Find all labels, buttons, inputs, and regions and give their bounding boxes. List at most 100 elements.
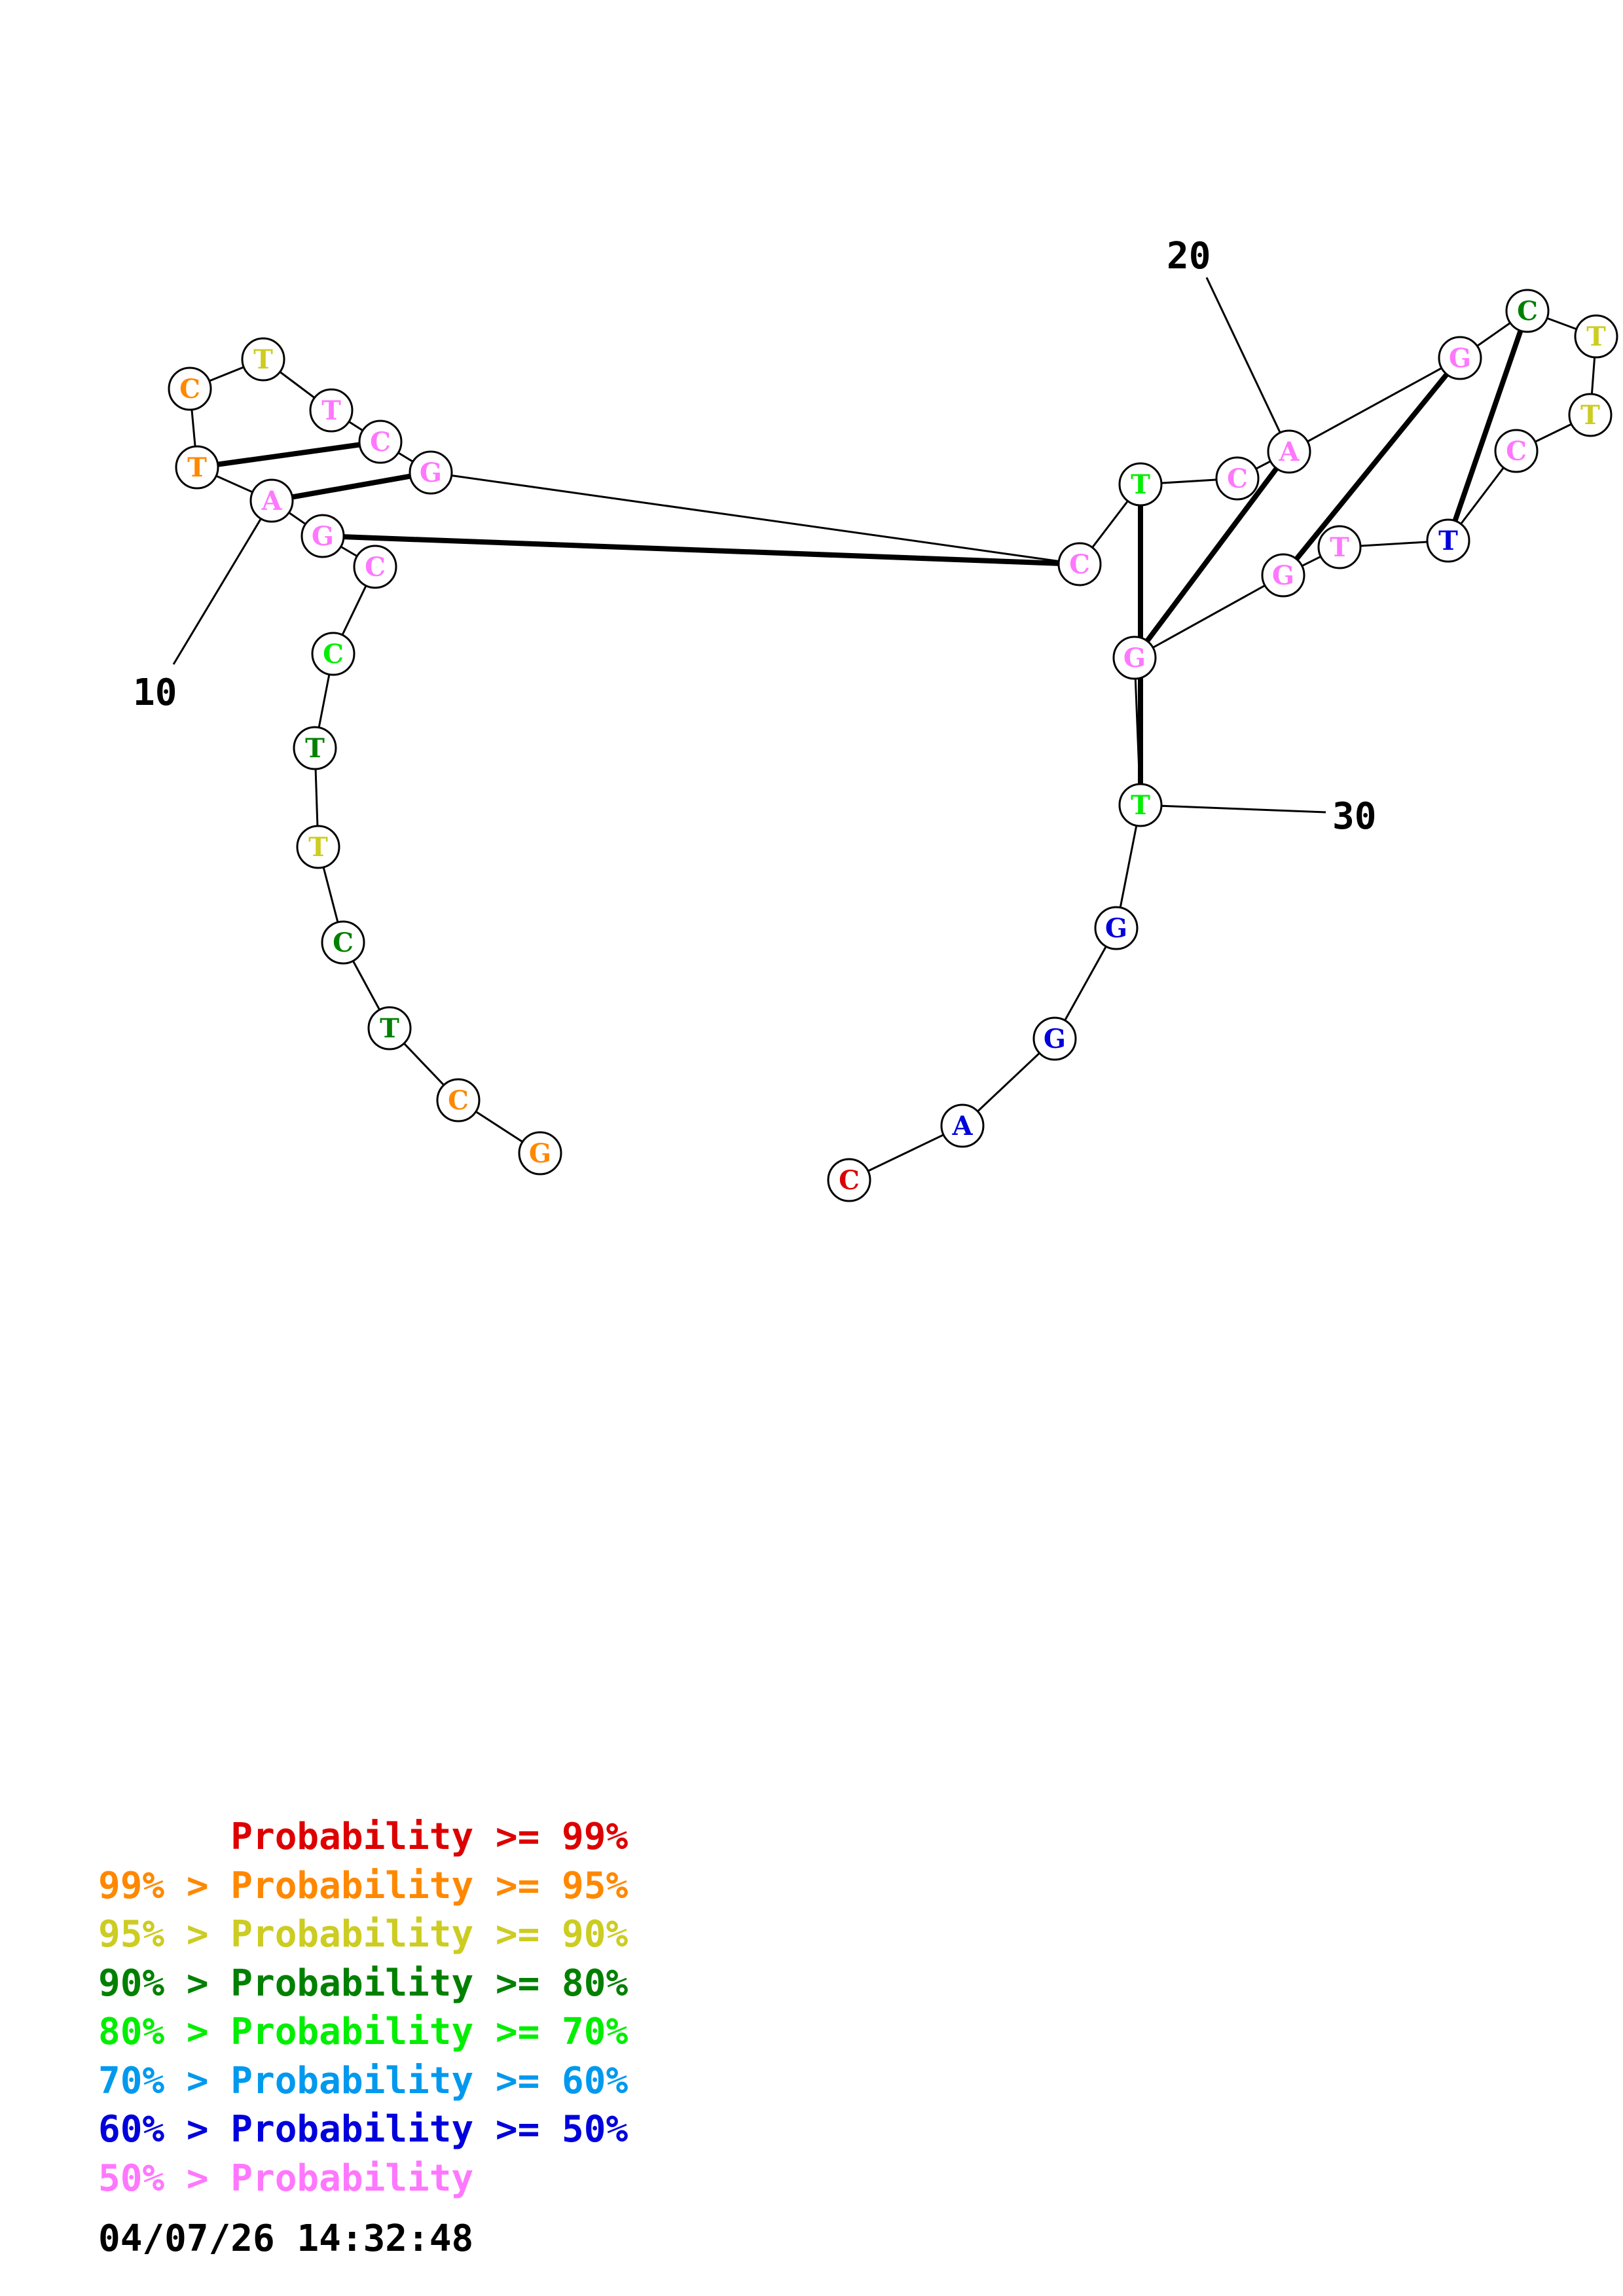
nucleotide-circle xyxy=(1118,462,1163,507)
nucleotide-circle xyxy=(1215,456,1260,501)
number-tick-line xyxy=(1205,277,1290,452)
nucleotide: C xyxy=(311,632,356,676)
base-pair-bond xyxy=(1446,310,1530,542)
nucleotide: G xyxy=(1438,336,1482,380)
nucleotide: T xyxy=(367,1006,412,1050)
nucleotide-circle xyxy=(1438,336,1482,380)
nucleotide-letter: G xyxy=(420,457,442,488)
nucleotide: T xyxy=(296,825,340,869)
base-pair-bond xyxy=(1281,356,1463,577)
nucleotide-letter: C xyxy=(448,1085,469,1116)
nucleotide-circle xyxy=(296,825,340,869)
nucleotide-letter: C xyxy=(1069,549,1090,580)
nucleotide: C xyxy=(321,920,365,965)
base-pair-bond xyxy=(271,470,431,503)
backbone-link xyxy=(1134,574,1284,659)
nucleotide-circle xyxy=(1112,636,1157,680)
nucleotide-circle xyxy=(249,478,294,523)
nucleotide: G xyxy=(1032,1016,1077,1061)
legend-entry: 99% > Probability >= 95% xyxy=(98,1864,629,1907)
nucleotide: T xyxy=(1118,783,1163,827)
nucleotide-circle xyxy=(309,388,354,433)
nucleotide: C xyxy=(1505,289,1550,333)
nucleotide-letter: T xyxy=(1330,532,1349,563)
nucleotide: G xyxy=(409,450,453,495)
legend-entry: 60% > Probability >= 50% xyxy=(98,2108,629,2151)
nucleotide: T xyxy=(1426,518,1470,563)
nucleotide-circle xyxy=(1057,542,1102,586)
legend-entry: 95% > Probability >= 90% xyxy=(98,1913,629,1956)
nucleotide-circle xyxy=(168,367,212,411)
nucleotide-letter: C xyxy=(323,639,344,670)
nucleotide-letter: T xyxy=(1131,469,1150,500)
nucleotide-letter: G xyxy=(529,1138,551,1169)
nucleotide: G xyxy=(1094,906,1139,950)
nucleotide-circle xyxy=(1505,289,1550,333)
number-tick-line xyxy=(1140,804,1326,814)
nucleotide: G xyxy=(1261,553,1305,598)
number-label: 20 xyxy=(1167,235,1211,278)
nucleotide: C xyxy=(827,1158,871,1202)
nucleotide: C xyxy=(353,545,397,589)
legend-entry: 70% > Probability >= 60% xyxy=(98,2059,629,2102)
nucleotide: C xyxy=(1057,542,1102,586)
nucleotide-circle xyxy=(827,1158,871,1202)
timestamp: 04/07/26 14:32:48 xyxy=(98,2217,474,2260)
legend-entry: 50% > Probability xyxy=(98,2157,474,2200)
number-ticks-layer: 10 20 30 xyxy=(133,235,1376,838)
nucleotide-letter: T xyxy=(1580,400,1600,431)
nucleotide-circle xyxy=(241,337,285,382)
nucleotide-letter: T xyxy=(1438,526,1458,556)
nucleotide-letter: C xyxy=(839,1165,860,1196)
nucleotide-circle xyxy=(353,545,397,589)
legend-entry: 80% > Probability >= 70% xyxy=(98,2011,629,2053)
nucleotide-letter: A xyxy=(1278,437,1300,467)
nucleotide: A xyxy=(249,478,294,523)
nucleotide: T xyxy=(1574,314,1618,359)
base-pair-bond xyxy=(322,533,1080,567)
probability-legend: Probability >= 99% 99% > Probability >= 9… xyxy=(98,1813,628,2203)
nucleotide-circle xyxy=(175,445,219,490)
number-label: 30 xyxy=(1332,795,1376,838)
base-pair-bond xyxy=(196,439,381,470)
nucleotide-circle xyxy=(1568,393,1613,437)
nucleotide-circle xyxy=(409,450,453,495)
nucleotide-letter: T xyxy=(187,452,207,483)
nucleotide-circle xyxy=(358,420,403,464)
nucleotide-circle xyxy=(293,726,337,770)
nucleotide-letter: C xyxy=(179,374,200,404)
nucleotide: T xyxy=(309,388,354,433)
nucleotide-letter: G xyxy=(1272,560,1294,591)
nucleotide-letter: C xyxy=(1517,296,1538,327)
nucleotide-letter: T xyxy=(308,832,328,863)
nucleotide-letter: C xyxy=(370,427,391,457)
nucleotide: T xyxy=(175,445,219,490)
base-pair-bond xyxy=(1132,450,1292,660)
nucleotide: T xyxy=(1568,393,1613,437)
nucleotide: T xyxy=(1317,525,1362,569)
nucleotide: A xyxy=(1267,429,1311,474)
nucleotide-letter: T xyxy=(321,395,341,426)
nucleotide: T xyxy=(241,337,285,382)
nucleotide: T xyxy=(1118,462,1163,507)
nucleotide-letter: C xyxy=(1227,463,1248,494)
legend-entry: 90% > Probability >= 80% xyxy=(98,1962,629,2005)
nucleotide-circle xyxy=(1032,1016,1077,1061)
nucleotide-letter: G xyxy=(1449,343,1471,374)
nucleotide-letter: T xyxy=(253,344,273,375)
nucleotide-circle xyxy=(436,1078,481,1122)
nucleotide: G xyxy=(518,1131,562,1175)
nucleotide-circle xyxy=(1574,314,1618,359)
nucleotide-letter: A xyxy=(261,486,282,516)
nucleotide-letter: T xyxy=(380,1013,399,1044)
nucleotide-circle xyxy=(1426,518,1470,563)
nucleotide-circle xyxy=(367,1006,412,1050)
backbone-link xyxy=(430,471,1080,565)
nucleotide-circle xyxy=(1118,783,1163,827)
nucleotide-letter: C xyxy=(1506,436,1527,467)
nucleotide-letter: T xyxy=(1586,321,1606,352)
nucleotide: C xyxy=(1494,429,1539,473)
legend-entry: Probability >= 99% xyxy=(98,1816,629,1858)
